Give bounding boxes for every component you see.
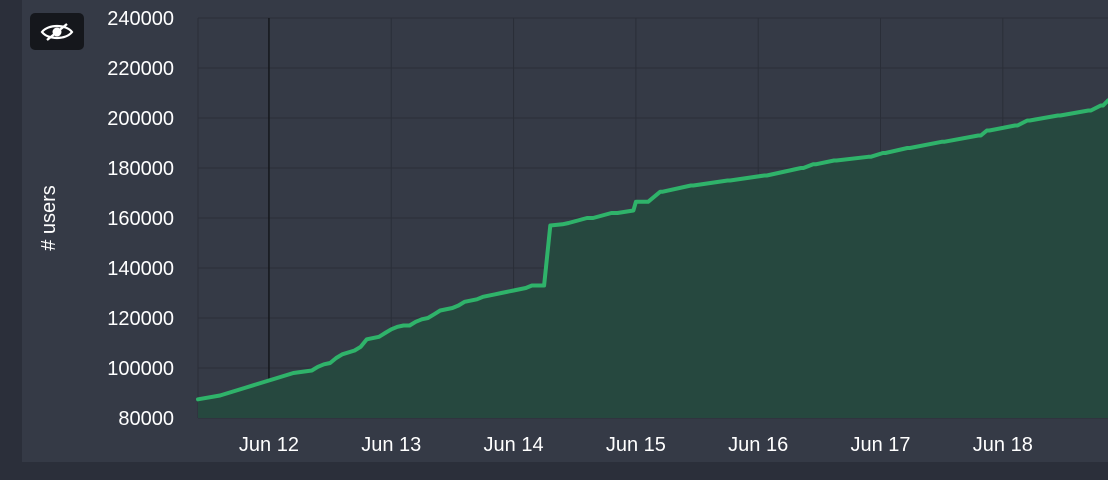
eye-slash-icon <box>40 22 74 41</box>
users-chart: 80000 100000 120000 140000 160000 180000 20000… <box>38 8 1108 456</box>
x-tick-label: Jun 17 <box>850 434 910 456</box>
x-tick-label: Jun 18 <box>973 434 1033 456</box>
y-tick-label: 240000 <box>107 8 174 30</box>
x-tick-label: Jun 12 <box>239 434 299 456</box>
x-tick-label: Jun 16 <box>728 434 788 456</box>
y-tick-label: 120000 <box>107 308 174 330</box>
series-line <box>196 98 1108 402</box>
chart-panel: 80000 100000 120000 140000 160000 180000 20000… <box>22 0 1108 462</box>
y-axis-label: # users <box>38 185 60 251</box>
x-tick-label: Jun 15 <box>606 434 666 456</box>
y-tick-label: 180000 <box>107 158 174 180</box>
y-tick-label: 100000 <box>107 358 174 380</box>
x-tick-label: Jun 14 <box>484 434 544 456</box>
y-tick-label: 160000 <box>107 208 174 230</box>
hide-chart-button[interactable] <box>30 13 84 50</box>
y-tick-label: 80000 <box>118 408 174 430</box>
y-ticks: 80000 100000 120000 140000 160000 180000 20000… <box>107 8 174 430</box>
series-area-fill <box>198 100 1108 418</box>
y-tick-label: 220000 <box>107 58 174 80</box>
x-ticks: Jun 12 Jun 13 Jun 14 Jun 15 Jun 16 Jun 17 Jun … <box>239 434 1033 456</box>
y-tick-label: 200000 <box>107 108 174 130</box>
area-layer <box>196 98 1108 418</box>
y-tick-label: 140000 <box>107 258 174 280</box>
x-tick-label: Jun 13 <box>361 434 421 456</box>
